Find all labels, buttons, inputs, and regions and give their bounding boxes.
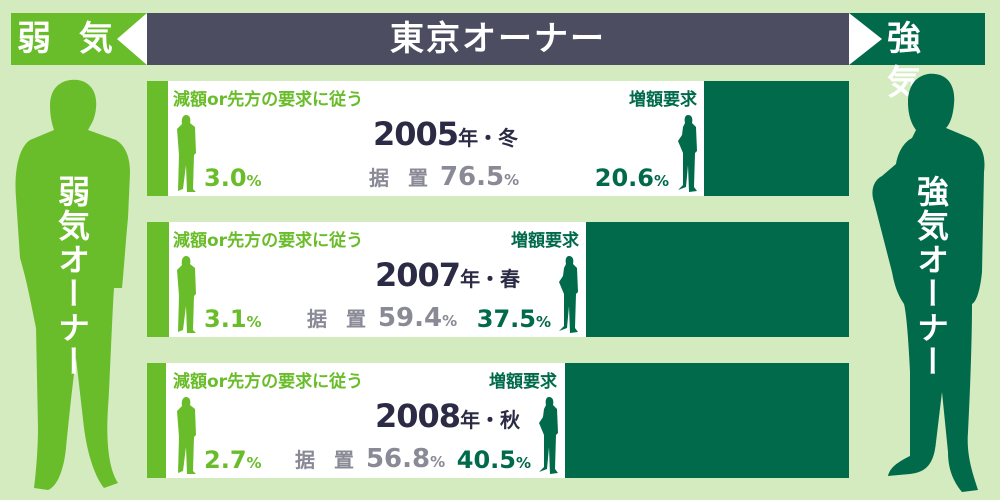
label-weak: 減額or先方の要求に従う	[173, 231, 364, 251]
value-strong: 40.5%	[456, 446, 531, 474]
strong-tag: 強 気	[849, 13, 985, 103]
value-weak: 3.0%	[204, 164, 262, 192]
period-label: 2007年・春	[375, 256, 521, 294]
weak-person-icon	[177, 115, 196, 192]
label-weak: 減額or先方の要求に従う	[173, 372, 364, 392]
bar-row-2005: 減額or先方の要求に従う 増額要求 2005年・冬 3.0% 据 置 76.5% …	[147, 81, 849, 196]
weak-tag: 弱 気	[11, 13, 147, 65]
value-weak: 3.1%	[204, 305, 262, 333]
segment-strong	[565, 363, 849, 478]
weak-person-icon	[177, 397, 196, 474]
value-neutral: 据 置 56.8%	[295, 444, 446, 474]
segment-weak	[147, 222, 169, 337]
segment-strong	[704, 81, 849, 196]
segment-strong	[586, 222, 849, 337]
bar-row-2008: 減額or先方の要求に従う 増額要求 2008年・秋 2.7% 据 置 56.8% …	[147, 363, 849, 478]
arrow-right-icon	[849, 13, 882, 65]
strong-person-icon	[559, 256, 578, 333]
value-neutral: 据 置 76.5%	[369, 162, 520, 192]
segment-weak	[147, 81, 168, 196]
arrow-left-icon	[117, 13, 147, 65]
weak-person-icon	[177, 256, 196, 333]
strong-person-icon	[539, 397, 558, 474]
period-label: 2008年・秋	[375, 397, 521, 435]
value-strong: 37.5%	[476, 305, 551, 333]
label-strong: 増額要求	[489, 372, 557, 392]
label-strong: 増額要求	[629, 90, 697, 110]
bar-row-2007: 減額or先方の要求に従う 増額要求 2007年・春 3.1% 据 置 59.4% …	[147, 222, 849, 337]
period-label: 2005年・冬	[373, 115, 519, 153]
weak-owner-label: 弱気オーナー	[53, 175, 91, 379]
chart-title: 東京オーナー	[147, 13, 849, 65]
value-weak: 2.7%	[204, 446, 262, 474]
strong-owner-label: 強気オーナー	[912, 175, 950, 379]
label-weak: 減額or先方の要求に従う	[173, 90, 364, 110]
weak-tag-label: 弱 気	[17, 19, 121, 59]
label-strong: 増額要求	[511, 231, 579, 251]
strong-owner-silhouette-icon	[872, 73, 985, 492]
segment-weak	[147, 363, 166, 478]
weak-owner-silhouette-icon	[15, 79, 130, 490]
value-neutral: 据 置 59.4%	[307, 303, 458, 333]
value-strong: 20.6%	[594, 164, 669, 192]
strong-person-icon	[678, 115, 697, 192]
